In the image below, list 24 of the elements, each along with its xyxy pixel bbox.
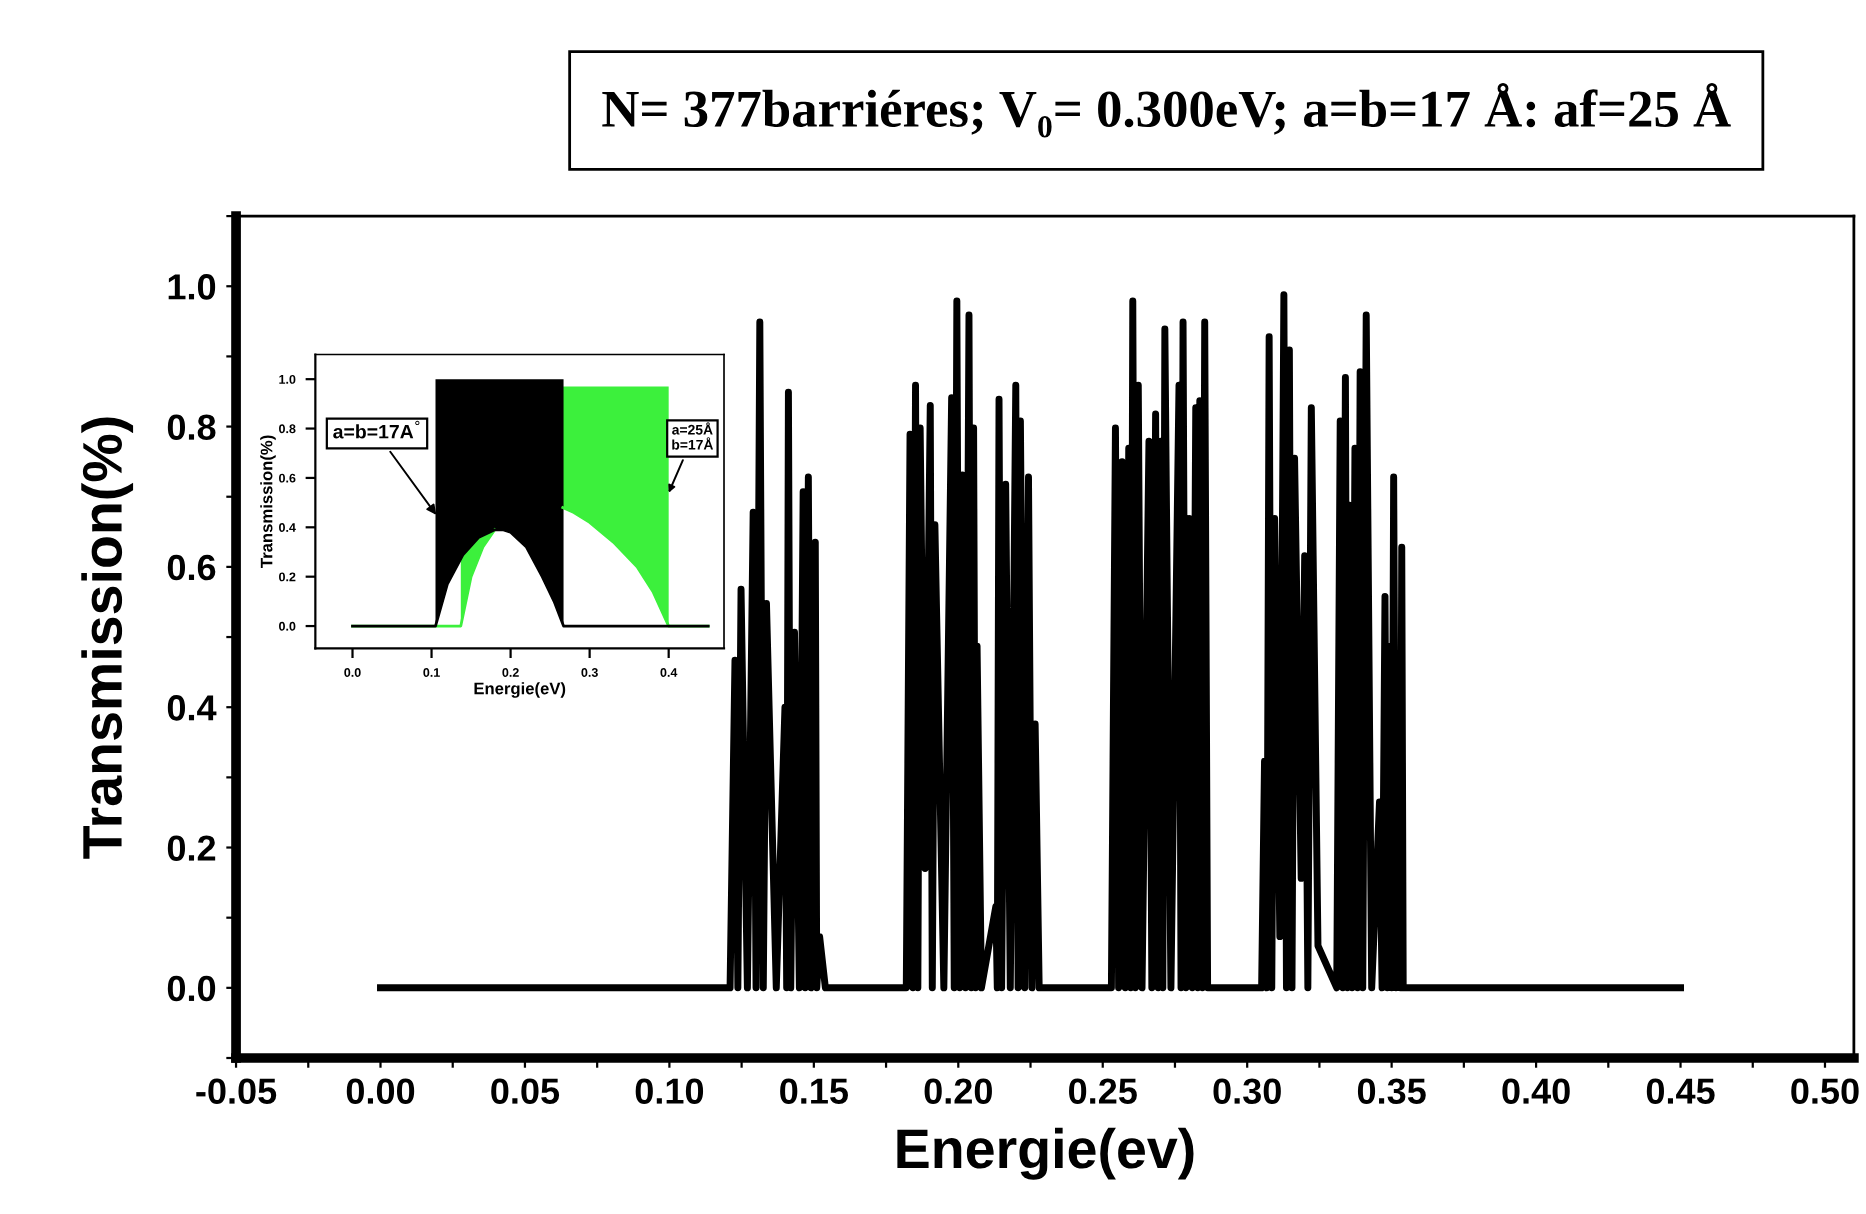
x-axis-title: Energie(eV): [474, 682, 566, 698]
x-tick-label: 0.30: [1213, 1078, 1281, 1105]
x-tick-label: 0.10: [635, 1078, 704, 1104]
x-tick-label: 0.20: [924, 1078, 992, 1104]
x-tick-label: 0.45: [1646, 1078, 1715, 1104]
x-tick-label: 0.35: [1357, 1078, 1426, 1105]
x-tick-label: 0.00: [346, 1078, 415, 1104]
x-tick-label: 0.15: [780, 1078, 848, 1104]
y-tick-label: 0.8: [167, 414, 216, 441]
x-tick-label: -0.05: [196, 1078, 277, 1104]
x-tick-label: 0.50: [1791, 1078, 1859, 1104]
y-tick-label: 0.4: [167, 695, 217, 721]
y-tick-label: 0.0: [167, 975, 216, 1002]
x-tick-label: 0.25: [1069, 1078, 1137, 1104]
y-tick-label: 0.6: [167, 554, 216, 581]
annotation: a=b=17A$^{°}$: [333, 420, 420, 439]
y-tick-label: 0.2: [167, 835, 216, 861]
x-tick-label: 0.05: [491, 1078, 560, 1104]
y-axis-title: Transmission(%): [260, 435, 276, 568]
y-tick-label: 1.0: [168, 274, 216, 300]
chart-title: N= 377barriéres; V₀= 0.300eV; a=b=17 Å: af=25 Å: [602, 82, 1731, 138]
x-tick-label: 0.40: [1502, 1078, 1570, 1104]
x-axis-title: Energie(ev): [897, 1127, 1194, 1180]
y-axis-title: Transmission(%): [81, 417, 134, 859]
